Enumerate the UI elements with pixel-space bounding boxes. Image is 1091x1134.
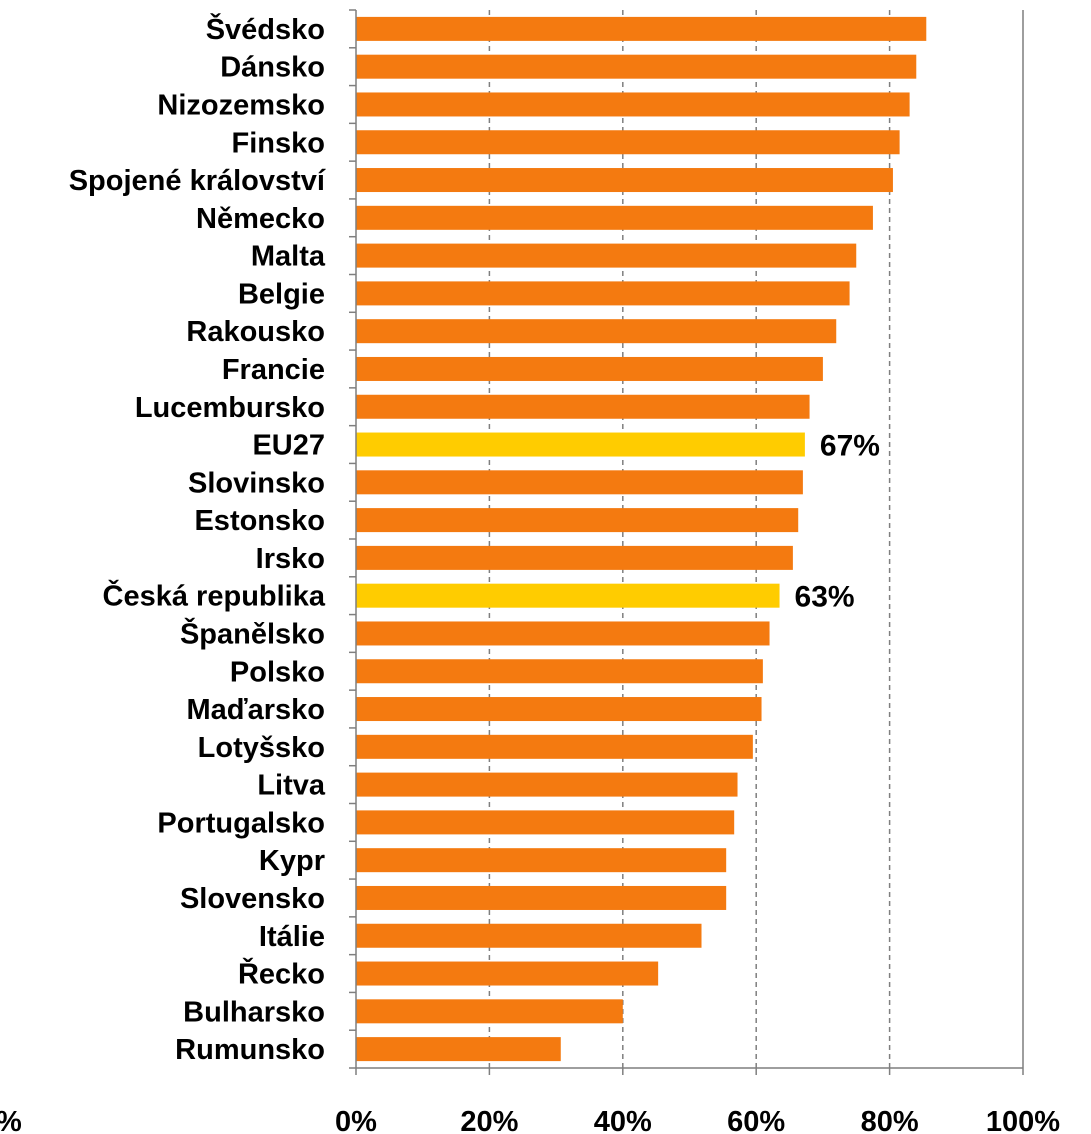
bar [356, 92, 910, 117]
x-tick-label: 20% [460, 1106, 518, 1134]
category-labels: Švédsko Dánsko Nizozemsko Finsko Spojené krá… [69, 12, 326, 1066]
bar [356, 281, 850, 306]
bar [356, 697, 762, 722]
category-label: Portugalsko [157, 807, 325, 839]
bar [356, 659, 763, 684]
bar [356, 356, 823, 381]
category-label: Kypr [259, 845, 325, 877]
category-label: Dánsko [220, 52, 325, 84]
category-label: Řecko [238, 957, 325, 991]
x-tick-label: 40% [594, 1106, 652, 1134]
category-label: Litva [257, 770, 326, 802]
bar [356, 432, 805, 457]
x-tick-labels: 0% 20% 40% 60% 80% 100% [335, 1106, 1060, 1134]
category-label: Španělsko [180, 616, 325, 650]
bar [356, 923, 702, 948]
category-label: Polsko [230, 656, 325, 688]
bar [356, 999, 623, 1024]
bar [356, 16, 927, 41]
bar [356, 734, 753, 759]
data-label: 67% [820, 430, 880, 463]
category-label: Spojené království [69, 165, 326, 197]
category-label: Slovinsko [188, 467, 325, 499]
bar [356, 394, 810, 419]
bar [356, 772, 738, 797]
bar [356, 54, 917, 79]
category-label: EU27 [252, 430, 325, 462]
category-label: Nizozemsko [157, 89, 325, 121]
bar [356, 545, 793, 570]
data-labels: 67% 63% [795, 430, 880, 614]
category-label: Irsko [256, 543, 325, 575]
bar [356, 168, 893, 193]
bar [356, 1037, 561, 1062]
bar [356, 583, 780, 608]
category-label: Švédsko [206, 12, 325, 46]
stray-axis-label: % [0, 1106, 22, 1134]
category-label: Rakousko [186, 316, 325, 348]
bar [356, 961, 659, 986]
bars [356, 16, 927, 1062]
category-label: Finsko [232, 127, 325, 159]
bar [356, 205, 873, 230]
bar [356, 319, 837, 344]
axes [349, 9, 1024, 1075]
x-tick-label: 80% [861, 1106, 919, 1134]
category-label: Bulharsko [183, 996, 325, 1028]
gridlines [488, 10, 1024, 1068]
category-label: Estonsko [194, 505, 325, 537]
category-label: Francie [222, 354, 325, 386]
category-label: Německo [196, 203, 325, 235]
bar [356, 810, 735, 835]
category-label: Rumunsko [175, 1034, 325, 1066]
x-tick-label: 100% [986, 1106, 1060, 1134]
category-label: Malta [251, 241, 326, 273]
bar [356, 848, 727, 873]
bar [356, 130, 900, 155]
bar [356, 621, 770, 646]
category-label: Maďarsko [186, 694, 325, 726]
data-label: 63% [795, 581, 855, 614]
category-label: Lotyšsko [198, 732, 325, 764]
category-label: Slovensko [180, 883, 325, 915]
x-tick-label: 0% [335, 1106, 377, 1134]
bar [356, 243, 857, 268]
bar [356, 508, 799, 533]
x-tick-label: 60% [727, 1106, 785, 1134]
bar [356, 885, 727, 910]
category-label: Belgie [238, 278, 325, 310]
category-label: Lucembursko [135, 392, 325, 424]
bar [356, 470, 803, 495]
category-label: Česká republika [103, 579, 326, 613]
category-label: Itálie [259, 921, 325, 953]
